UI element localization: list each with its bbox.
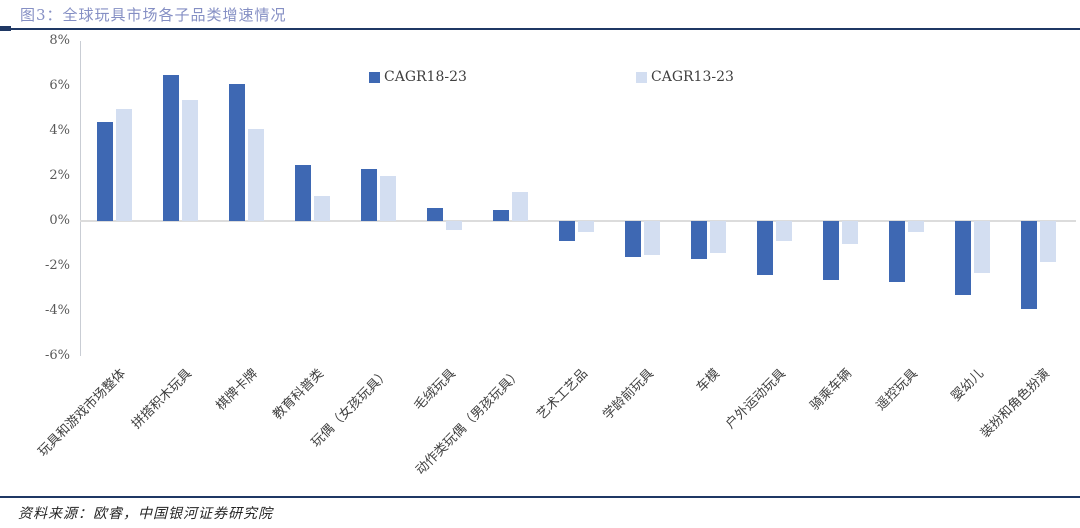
y-axis-tick-label: 0% [49, 213, 70, 228]
bar-cagr18-23-14 [955, 221, 971, 296]
x-axis-category-label: 拼搭积木玩具 [129, 366, 196, 433]
x-axis-category-label: 棋牌卡牌 [214, 366, 262, 414]
x-axis-category-label: 骑乘车辆 [808, 366, 856, 414]
x-axis-category-label: 学龄前玩具 [600, 366, 658, 423]
footer-separator-line [0, 496, 1080, 498]
bar-cagr13-23-6 [446, 221, 462, 230]
bar-cagr18-23-8 [559, 221, 575, 242]
legend-item-cagr13-23: CAGR13-23 [636, 69, 734, 85]
bar-cagr13-23-5 [380, 176, 396, 221]
legend-swatch-cagr13-23 [636, 71, 647, 83]
y-axis-tick-label: 4% [49, 123, 70, 138]
source-note: 资料来源：欧睿，中国银河证券研究院 [18, 506, 273, 522]
bar-cagr18-23-6 [427, 207, 443, 221]
y-axis-tick-label: 8% [49, 33, 70, 48]
x-axis-category-label: 车模 [694, 366, 724, 396]
y-axis-tick-label: -2% [44, 258, 70, 273]
bar-cagr13-23-11 [776, 221, 792, 242]
x-axis-category-label: 毛绒玩具 [412, 366, 460, 414]
title-separator-notch [0, 26, 11, 31]
bar-cagr18-23-2 [163, 74, 179, 221]
legend-item-cagr18-23: CAGR18-23 [369, 69, 467, 85]
y-axis-tick-label: -6% [44, 348, 70, 363]
bar-cagr13-23-10 [710, 221, 726, 253]
bar-cagr13-23-13 [908, 221, 924, 233]
bar-cagr18-23-3 [229, 83, 245, 221]
x-axis-category-label: 装扮和角色扮演 [978, 366, 1054, 442]
bar-cagr18-23-4 [295, 164, 311, 221]
bar-cagr18-23-11 [757, 221, 773, 275]
bar-cagr13-23-15 [1040, 221, 1056, 262]
bar-cagr13-23-2 [182, 99, 198, 221]
x-axis-category-label: 遥控玩具 [874, 366, 922, 414]
bar-chart: CAGR18-23 CAGR13-23 8% 6% 4% 2% 0% -2% -4% -6% 玩… [0, 30, 1080, 496]
bar-cagr18-23-12 [823, 221, 839, 280]
legend-label-cagr18-23: CAGR18-23 [384, 69, 467, 85]
legend-label-cagr13-23: CAGR13-23 [651, 69, 734, 85]
bar-cagr13-23-4 [314, 196, 330, 221]
bar-cagr18-23-10 [691, 221, 707, 260]
bar-cagr18-23-15 [1021, 221, 1037, 309]
x-axis-category-label: 婴幼儿 [949, 366, 988, 405]
y-axis-tick-label: 6% [49, 78, 70, 93]
x-axis-category-label: 艺术工艺品 [534, 366, 592, 423]
bar-cagr13-23-7 [512, 191, 528, 221]
bar-cagr18-23-1 [97, 122, 113, 221]
figure-title: 图3：全球玩具市场各子品类增速情况 [20, 6, 287, 24]
bar-cagr18-23-13 [889, 221, 905, 282]
bar-cagr13-23-14 [974, 221, 990, 273]
x-axis-category-label: 教育科普类 [270, 366, 328, 423]
bar-cagr18-23-7 [493, 209, 509, 221]
bar-cagr13-23-12 [842, 221, 858, 244]
x-axis-category-label: 户外运动玩具 [723, 366, 790, 433]
x-axis-category-label: 玩具和游戏市场整体 [36, 366, 130, 460]
bar-cagr13-23-8 [578, 221, 594, 233]
y-axis-tick-label: -4% [44, 303, 70, 318]
y-axis-line [80, 41, 81, 356]
bar-cagr18-23-9 [625, 221, 641, 257]
bar-cagr13-23-1 [116, 108, 132, 221]
bar-cagr13-23-3 [248, 128, 264, 221]
bar-cagr13-23-9 [644, 221, 660, 255]
y-axis-tick-label: 2% [49, 168, 70, 183]
title-separator-line [0, 28, 1080, 30]
legend-swatch-cagr18-23 [369, 71, 380, 83]
bar-cagr18-23-5 [361, 169, 377, 221]
